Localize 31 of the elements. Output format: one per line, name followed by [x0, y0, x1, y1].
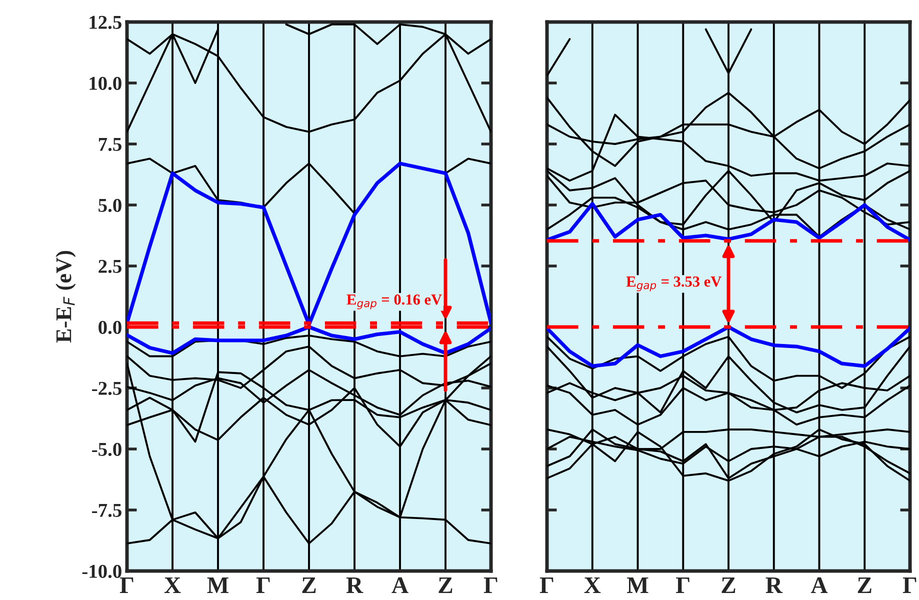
x-tick-label: R — [346, 577, 364, 593]
y-tick-label: -2.5 — [92, 382, 122, 396]
y-tick-label: -7.5 — [92, 504, 122, 518]
y-tick-label: 7.5 — [98, 138, 122, 152]
x-tick-label: R — [766, 577, 783, 593]
y-axis-title: E-E$_{F}$ (eV) — [56, 250, 76, 343]
x-tick-label: Γ — [484, 577, 498, 593]
x-tick-label: X — [584, 577, 601, 593]
x-tick-label: M — [627, 577, 648, 593]
x-tick-label: Z — [302, 577, 316, 593]
annotation: E$_{gap}$ = 0.16 eV — [346, 294, 442, 310]
x-tick-label: Γ — [120, 577, 134, 593]
y-tick-label: 2.5 — [98, 260, 122, 274]
y-tick-label: 0.0 — [98, 320, 122, 334]
x-tick-label: Z — [722, 577, 736, 593]
y-tick-label: 10.0 — [90, 76, 122, 90]
x-tick-label: Z — [438, 577, 452, 593]
x-tick-label: Γ — [256, 577, 270, 593]
y-tick-label: 5.0 — [98, 198, 122, 212]
y-tick-label: -10.0 — [82, 564, 122, 578]
annotation: E$_{gap}$ = 3.53 eV — [626, 276, 722, 292]
x-tick-label: M — [207, 577, 228, 593]
x-tick-label: A — [392, 577, 408, 593]
x-tick-label: A — [810, 577, 828, 593]
x-tick-label: Γ — [540, 577, 554, 593]
x-tick-label: Γ — [902, 577, 916, 593]
y-tick-label: -5.0 — [92, 442, 122, 456]
x-tick-label: Γ — [676, 577, 690, 593]
y-tick-label: 12.5 — [90, 16, 122, 30]
x-tick-label: X — [164, 577, 181, 593]
x-tick-label: Z — [858, 577, 872, 593]
